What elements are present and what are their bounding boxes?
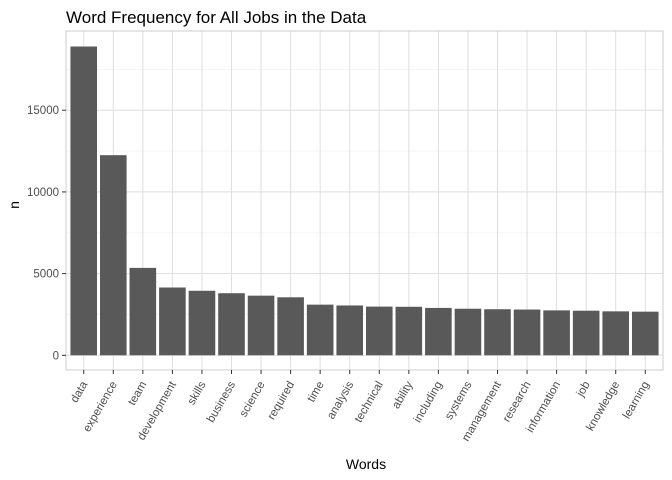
x-tick-label-technical: technical [353, 380, 386, 425]
x-tick-label-learning: learning [621, 380, 652, 421]
bar-job [572, 310, 600, 356]
bar-analysis [336, 305, 364, 356]
bar-ability [395, 306, 423, 356]
y-tick-label: 15000 [27, 105, 59, 117]
x-tick-label-research: research [501, 380, 534, 425]
x-tick-label-ability: ability [390, 379, 415, 411]
bar-data [70, 46, 98, 356]
bar-systems [454, 308, 482, 356]
x-tick-label-analysis: analysis [325, 379, 356, 421]
bar-management [484, 309, 511, 356]
bar-technical [365, 306, 393, 356]
x-tick-label-job: job [574, 380, 593, 400]
x-tick-label-including: including [412, 380, 445, 425]
x-tick-label-skills: skills [186, 379, 209, 407]
x-tick-label-business: business [205, 379, 238, 425]
plot-panel-border [65, 30, 664, 371]
y-tick-label: 5000 [33, 269, 59, 281]
bar-knowledge [602, 311, 630, 356]
x-tick-label-time: time [306, 380, 327, 405]
x-tick-label-required: required [266, 380, 297, 423]
bar-time [306, 304, 334, 356]
bar-required [277, 297, 304, 356]
x-tick-label-systems: systems [443, 379, 475, 422]
bar-information [543, 310, 570, 356]
bar-business [218, 293, 245, 356]
bar-experience [99, 155, 127, 356]
x-tick-label-science: science [238, 380, 268, 420]
bar-science [247, 295, 275, 356]
x-tick-label-data: data [69, 379, 91, 405]
chart-title: Word Frequency for All Jobs in the Data [66, 8, 367, 27]
bar-learning [631, 311, 659, 356]
bars [70, 46, 659, 356]
bar-development [159, 287, 186, 356]
y-axis-title: n [6, 201, 22, 209]
x-tick-label-team: team [126, 380, 149, 408]
y-tick-label: 0 [53, 350, 59, 362]
y-axis: 0 5000 10000 15000 [27, 105, 66, 362]
bar-skills [188, 290, 216, 356]
bar-research [513, 309, 541, 356]
y-tick-label: 10000 [27, 187, 59, 199]
bar-team [129, 267, 157, 356]
bar-including [425, 307, 452, 356]
x-axis-title: Words [346, 456, 386, 472]
